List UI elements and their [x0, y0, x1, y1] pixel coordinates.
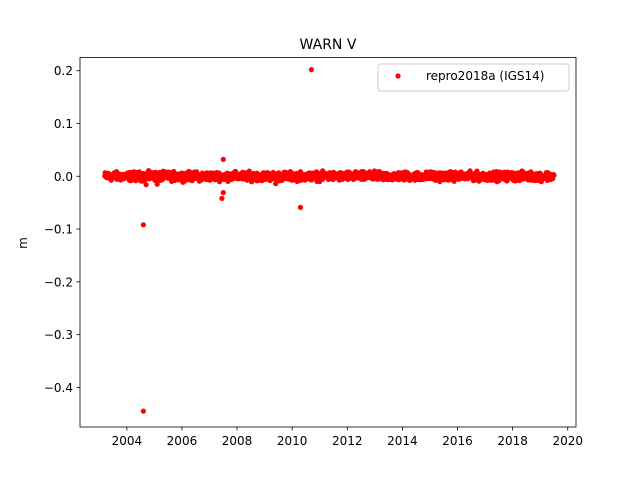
outlier-point	[308, 67, 315, 73]
x-tick-label: 2014	[387, 434, 418, 448]
y-tick-label: −0.2	[44, 275, 73, 289]
outlier-point	[154, 181, 160, 187]
legend: repro2018a (IGS14)	[377, 63, 570, 92]
x-tick-label: 2006	[167, 434, 198, 448]
outlier-point	[220, 156, 226, 162]
chart-title: WARN V	[300, 37, 357, 53]
x-tick-label: 2004	[112, 434, 143, 448]
outlier-point	[219, 195, 225, 202]
data-points	[102, 67, 557, 414]
outlier-point	[140, 408, 146, 414]
y-axis-label: m	[16, 237, 30, 249]
legend-box	[377, 63, 570, 92]
outlier-point	[220, 190, 226, 196]
data-point	[367, 169, 373, 175]
data-point	[467, 168, 473, 174]
x-axis: 2004 2006 2008 2010 2012 2014 2016 2018 2020	[112, 427, 583, 448]
outlier-point	[140, 222, 146, 228]
x-tick-label: 2016	[442, 434, 473, 448]
y-tick-label: 0.2	[54, 64, 73, 78]
outlier-point	[297, 204, 304, 211]
y-tick-label: 0.1	[54, 117, 73, 131]
x-tick-label: 2018	[497, 434, 528, 448]
y-tick-label: −0.1	[44, 223, 73, 237]
x-tick-label: 2012	[332, 434, 363, 448]
y-tick-label: 0.0	[54, 170, 73, 184]
x-tick-label: 2010	[277, 434, 308, 448]
x-tick-label: 2020	[552, 434, 583, 448]
y-tick-label: −0.4	[44, 381, 73, 395]
x-tick-label: 2008	[222, 434, 253, 448]
outlier-point	[273, 181, 279, 187]
legend-marker	[395, 73, 401, 79]
y-tick-label: −0.3	[44, 328, 73, 342]
data-point	[551, 172, 557, 178]
outlier-point	[143, 182, 149, 188]
plot-frame	[79, 57, 577, 428]
y-axis: 0.2 0.1 0.0 −0.1 −0.2 −0.3 −0.4	[44, 64, 80, 395]
legend-label: repro2018a (IGS14)	[426, 69, 544, 83]
